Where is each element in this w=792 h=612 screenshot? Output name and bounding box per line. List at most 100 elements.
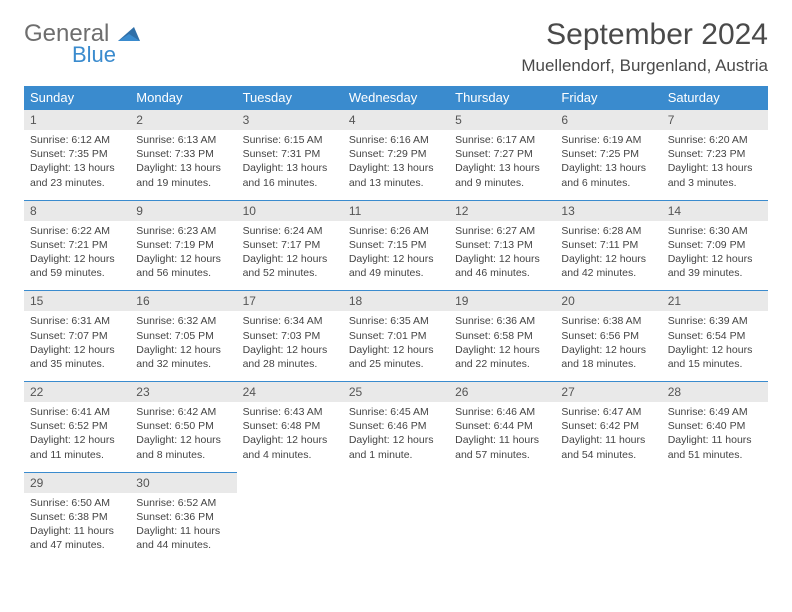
day-number-cell: 6 [555, 110, 661, 131]
day-number-cell: 5 [449, 110, 555, 131]
day-number-cell: 8 [24, 200, 130, 221]
day-number-cell: 27 [555, 382, 661, 403]
day-content-cell: Sunrise: 6:12 AMSunset: 7:35 PMDaylight:… [24, 130, 130, 200]
day-number-cell [343, 472, 449, 493]
calendar-body: 1234567Sunrise: 6:12 AMSunset: 7:35 PMDa… [24, 110, 768, 563]
sunrise-text: Sunrise: 6:47 AM [561, 405, 655, 419]
daynum-row: 22232425262728 [24, 382, 768, 403]
logo-word-blue: Blue [72, 44, 140, 66]
daynum-row: 891011121314 [24, 200, 768, 221]
sunrise-text: Sunrise: 6:52 AM [136, 496, 230, 510]
daylight-text-1: Daylight: 12 hours [349, 433, 443, 447]
sunset-text: Sunset: 7:17 PM [243, 238, 337, 252]
daylight-text-1: Daylight: 12 hours [349, 343, 443, 357]
daylight-text-1: Daylight: 12 hours [136, 252, 230, 266]
day-content-cell: Sunrise: 6:47 AMSunset: 6:42 PMDaylight:… [555, 402, 661, 472]
daylight-text-2: and 49 minutes. [349, 266, 443, 280]
weekday-header: Thursday [449, 86, 555, 110]
sunrise-text: Sunrise: 6:27 AM [455, 224, 549, 238]
daylight-text-1: Daylight: 13 hours [349, 161, 443, 175]
daylight-text-2: and 57 minutes. [455, 448, 549, 462]
sunrise-text: Sunrise: 6:36 AM [455, 314, 549, 328]
day-number-cell: 11 [343, 200, 449, 221]
daylight-text-2: and 18 minutes. [561, 357, 655, 371]
sunrise-text: Sunrise: 6:22 AM [30, 224, 124, 238]
day-content-cell: Sunrise: 6:42 AMSunset: 6:50 PMDaylight:… [130, 402, 236, 472]
sunrise-text: Sunrise: 6:15 AM [243, 133, 337, 147]
sunset-text: Sunset: 7:27 PM [455, 147, 549, 161]
day-content-cell [237, 493, 343, 563]
daylight-text-2: and 32 minutes. [136, 357, 230, 371]
logo: General Blue [24, 22, 140, 66]
daylight-text-1: Daylight: 12 hours [455, 252, 549, 266]
day-content-cell: Sunrise: 6:17 AMSunset: 7:27 PMDaylight:… [449, 130, 555, 200]
month-title: September 2024 [521, 18, 768, 52]
day-content-cell: Sunrise: 6:22 AMSunset: 7:21 PMDaylight:… [24, 221, 130, 291]
day-content-cell: Sunrise: 6:27 AMSunset: 7:13 PMDaylight:… [449, 221, 555, 291]
day-number-cell: 23 [130, 382, 236, 403]
day-content-cell [555, 493, 661, 563]
day-number-cell: 9 [130, 200, 236, 221]
daylight-text-2: and 35 minutes. [30, 357, 124, 371]
daylight-text-1: Daylight: 11 hours [668, 433, 762, 447]
content-row: Sunrise: 6:50 AMSunset: 6:38 PMDaylight:… [24, 493, 768, 563]
day-content-cell: Sunrise: 6:23 AMSunset: 7:19 PMDaylight:… [130, 221, 236, 291]
day-number-cell [237, 472, 343, 493]
weekday-header: Tuesday [237, 86, 343, 110]
sunrise-text: Sunrise: 6:16 AM [349, 133, 443, 147]
sunrise-text: Sunrise: 6:17 AM [455, 133, 549, 147]
daylight-text-1: Daylight: 13 hours [243, 161, 337, 175]
day-number-cell: 29 [24, 472, 130, 493]
daylight-text-1: Daylight: 13 hours [561, 161, 655, 175]
day-number-cell: 20 [555, 291, 661, 312]
day-content-cell: Sunrise: 6:38 AMSunset: 6:56 PMDaylight:… [555, 311, 661, 381]
sunrise-text: Sunrise: 6:23 AM [136, 224, 230, 238]
daylight-text-1: Daylight: 12 hours [30, 343, 124, 357]
daylight-text-2: and 16 minutes. [243, 176, 337, 190]
daylight-text-2: and 19 minutes. [136, 176, 230, 190]
sunset-text: Sunset: 6:56 PM [561, 329, 655, 343]
daylight-text-1: Daylight: 11 hours [561, 433, 655, 447]
day-number-cell: 19 [449, 291, 555, 312]
sunrise-text: Sunrise: 6:26 AM [349, 224, 443, 238]
day-content-cell: Sunrise: 6:43 AMSunset: 6:48 PMDaylight:… [237, 402, 343, 472]
day-content-cell: Sunrise: 6:31 AMSunset: 7:07 PMDaylight:… [24, 311, 130, 381]
content-row: Sunrise: 6:12 AMSunset: 7:35 PMDaylight:… [24, 130, 768, 200]
calendar-table: Sunday Monday Tuesday Wednesday Thursday… [24, 86, 768, 562]
day-content-cell: Sunrise: 6:24 AMSunset: 7:17 PMDaylight:… [237, 221, 343, 291]
location-text: Muellendorf, Burgenland, Austria [521, 56, 768, 76]
day-content-cell: Sunrise: 6:16 AMSunset: 7:29 PMDaylight:… [343, 130, 449, 200]
daylight-text-2: and 56 minutes. [136, 266, 230, 280]
daylight-text-1: Daylight: 12 hours [136, 343, 230, 357]
header: General Blue September 2024 Muellendorf,… [24, 18, 768, 76]
daylight-text-2: and 51 minutes. [668, 448, 762, 462]
day-number-cell: 4 [343, 110, 449, 131]
daynum-row: 15161718192021 [24, 291, 768, 312]
day-content-cell: Sunrise: 6:26 AMSunset: 7:15 PMDaylight:… [343, 221, 449, 291]
daylight-text-2: and 52 minutes. [243, 266, 337, 280]
content-row: Sunrise: 6:41 AMSunset: 6:52 PMDaylight:… [24, 402, 768, 472]
sunset-text: Sunset: 6:50 PM [136, 419, 230, 433]
weekday-header: Wednesday [343, 86, 449, 110]
daylight-text-2: and 15 minutes. [668, 357, 762, 371]
day-number-cell [555, 472, 661, 493]
sunset-text: Sunset: 7:05 PM [136, 329, 230, 343]
daylight-text-2: and 13 minutes. [349, 176, 443, 190]
sunset-text: Sunset: 6:38 PM [30, 510, 124, 524]
sunrise-text: Sunrise: 6:49 AM [668, 405, 762, 419]
sunset-text: Sunset: 7:29 PM [349, 147, 443, 161]
daylight-text-1: Daylight: 12 hours [668, 252, 762, 266]
daylight-text-2: and 1 minute. [349, 448, 443, 462]
day-content-cell: Sunrise: 6:35 AMSunset: 7:01 PMDaylight:… [343, 311, 449, 381]
day-content-cell: Sunrise: 6:36 AMSunset: 6:58 PMDaylight:… [449, 311, 555, 381]
sunrise-text: Sunrise: 6:45 AM [349, 405, 443, 419]
day-number-cell: 12 [449, 200, 555, 221]
weekday-header-row: Sunday Monday Tuesday Wednesday Thursday… [24, 86, 768, 110]
sunset-text: Sunset: 7:01 PM [349, 329, 443, 343]
sunrise-text: Sunrise: 6:28 AM [561, 224, 655, 238]
weekday-header: Sunday [24, 86, 130, 110]
day-number-cell: 10 [237, 200, 343, 221]
day-content-cell: Sunrise: 6:15 AMSunset: 7:31 PMDaylight:… [237, 130, 343, 200]
day-content-cell: Sunrise: 6:13 AMSunset: 7:33 PMDaylight:… [130, 130, 236, 200]
day-number-cell: 17 [237, 291, 343, 312]
